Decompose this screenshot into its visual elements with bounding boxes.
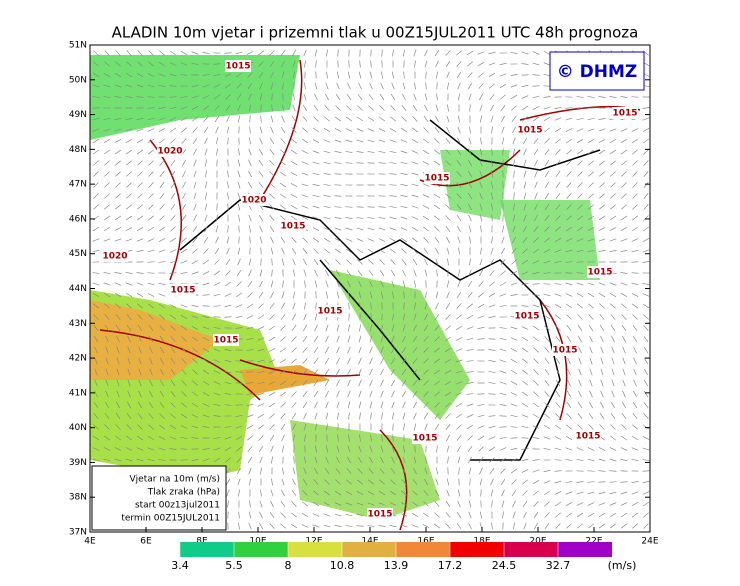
lat-label: 41N: [69, 388, 87, 398]
lon-label: 4E: [84, 537, 96, 547]
isobar-label: 1020: [102, 252, 127, 262]
isobar-label: 1020: [157, 147, 182, 157]
colorbar-segment: [396, 542, 450, 557]
lat-label: 51N: [69, 41, 87, 51]
info-box: Vjetar na 10m (m/s) Tlak zraka (hPa) sta…: [92, 466, 226, 530]
colorbar-label: 10.8: [330, 559, 355, 572]
map-area: 1015 1015 1015 1020 1015 1020 1015 1020 1015 1015…: [90, 45, 650, 532]
info-line: termin 00Z15JUL2011: [121, 514, 220, 524]
colorbar-segment: [504, 542, 558, 557]
isobar-label: 1015: [514, 312, 539, 322]
lat-label: 38N: [69, 493, 87, 503]
lat-label: 44N: [69, 284, 87, 294]
isobar-label: 1015: [317, 307, 342, 317]
colorbar-label: 5.5: [225, 559, 243, 572]
colorbar-label: 8: [285, 559, 292, 572]
logo: © DHMZ: [550, 52, 644, 90]
lat-label: 48N: [69, 145, 87, 155]
isobar-label: 1020: [241, 196, 266, 206]
lat-label: 47N: [69, 180, 87, 190]
isobar-label: 1015: [367, 510, 392, 520]
info-line: Vjetar na 10m (m/s): [130, 475, 220, 485]
isobar-label: 1015: [225, 62, 250, 72]
colorbar-segment: [180, 542, 234, 557]
lon-label: 6E: [140, 537, 152, 547]
lat-label: 42N: [69, 354, 87, 364]
colorbar-unit: (m/s): [608, 559, 637, 572]
colorbar-segment: [288, 542, 342, 557]
colorbar-label: 3.4: [171, 559, 189, 572]
lat-label: 40N: [69, 423, 87, 433]
lat-label: 39N: [69, 458, 87, 468]
isobar-label: 1015: [587, 268, 612, 278]
logo-text: © DHMZ: [557, 62, 638, 82]
isobar-label: 1015: [612, 109, 637, 119]
colorbar-label: 13.9: [384, 559, 409, 572]
isobar-label: 1015: [213, 336, 238, 346]
colorbar-segment: [234, 542, 288, 557]
isobar-label: 1015: [280, 222, 305, 232]
lat-label: 46N: [69, 214, 87, 224]
colorbar-label: 24.5: [492, 559, 517, 572]
colorbar-label: 32.7: [546, 559, 571, 572]
isobar-label: 1015: [552, 346, 577, 356]
colorbar-segment: [342, 542, 396, 557]
info-line: Tlak zraka (hPa): [147, 488, 220, 498]
lon-label: 24E: [641, 537, 658, 547]
isobar-label: 1015: [575, 432, 600, 442]
lat-label: 49N: [69, 110, 87, 120]
map-title: ALADIN 10m vjetar i prizemni tlak u 00Z1…: [112, 24, 639, 42]
lat-label: 43N: [69, 319, 87, 329]
info-line: start 00z13jul2011: [135, 501, 220, 511]
isobar-label: 1015: [517, 126, 542, 136]
isobar-label: 1015: [170, 286, 195, 296]
colorbar-segment: [558, 542, 612, 557]
colorbar-label: 17.2: [438, 559, 463, 572]
lat-label: 45N: [69, 249, 87, 259]
lat-label: 50N: [69, 75, 87, 85]
colorbar-segment: [450, 542, 504, 557]
colorbar: 3.4 5.5 8 10.8 13.9 17.2 24.5 32.7 (m/s): [171, 542, 636, 572]
isobar-label: 1015: [412, 434, 437, 444]
isobar-label: 1015: [424, 174, 449, 184]
